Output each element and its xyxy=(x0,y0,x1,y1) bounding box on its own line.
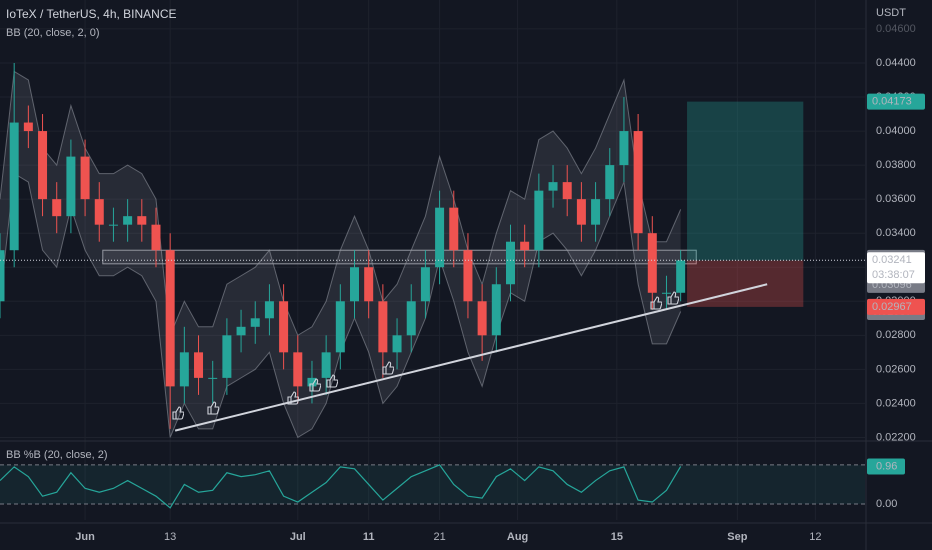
price-zone xyxy=(102,249,697,265)
countdown: 03:38:07 xyxy=(872,269,915,281)
last-price-bg xyxy=(867,252,925,284)
x-tick-label: 15 xyxy=(611,531,623,543)
x-tick-label: Jul xyxy=(290,531,306,543)
y-tick-label: 0.02800 xyxy=(876,329,916,341)
candle-body xyxy=(392,335,402,353)
price-axis: 0.022000.024000.026000.028000.030000.032… xyxy=(75,23,925,543)
chart-title: IoTeX / TetherUS, 4h, BINANCE xyxy=(6,7,177,21)
candle-body xyxy=(406,301,416,336)
candle-body xyxy=(250,318,260,327)
candle-body xyxy=(477,301,487,336)
percent-b-label: 0.96 xyxy=(876,460,897,472)
candle-body xyxy=(179,352,189,387)
candle-body xyxy=(420,267,430,302)
candle-body xyxy=(661,292,671,294)
target-label-bg xyxy=(867,93,925,110)
x-tick-label: 12 xyxy=(809,531,821,543)
x-tick-label: 13 xyxy=(164,531,176,543)
indicator-legend: BB (20, close, 2, 0) xyxy=(6,27,100,39)
candle-body xyxy=(80,156,90,200)
stop-label-bg xyxy=(867,298,925,315)
candle-body xyxy=(321,352,331,378)
stop-label: 0.02967 xyxy=(872,301,912,313)
candle-body xyxy=(335,301,345,353)
candle-body xyxy=(0,250,5,302)
candle-body xyxy=(165,250,175,387)
percent-b-label-bg xyxy=(867,458,905,475)
trendline xyxy=(174,283,768,432)
candle-body xyxy=(435,207,445,268)
candle-body xyxy=(520,241,530,251)
x-tick-label: Sep xyxy=(727,531,747,543)
candle-body xyxy=(279,301,289,353)
y-tick-label: 0.03800 xyxy=(876,159,916,171)
y-tick-label: 0.02400 xyxy=(876,397,916,409)
candle-body xyxy=(491,284,501,336)
candle-body xyxy=(151,224,161,251)
candle-body xyxy=(52,199,62,217)
indicator-legend: BB %B (20, close, 2) xyxy=(6,449,108,461)
candle-body xyxy=(307,377,317,387)
candle-body xyxy=(23,122,33,132)
plot-area xyxy=(0,0,865,520)
candle-body xyxy=(208,377,218,379)
candle-body xyxy=(194,352,204,378)
candle-body xyxy=(9,122,19,251)
candle-body xyxy=(378,301,388,353)
y-tick-label: 0.03600 xyxy=(876,193,916,205)
candle-body xyxy=(137,216,147,225)
candle-body xyxy=(647,233,657,293)
target-label: 0.04173 xyxy=(872,96,912,108)
target-zone xyxy=(687,101,804,261)
candle-body xyxy=(548,182,558,191)
candle-body xyxy=(123,216,133,225)
x-tick-label: 21 xyxy=(433,531,445,543)
candle-body xyxy=(38,131,48,200)
percent-b-band xyxy=(0,464,865,504)
y-tick-label: 0.04000 xyxy=(876,125,916,137)
candle-body xyxy=(94,199,104,225)
candle-body xyxy=(505,241,515,285)
candle-body xyxy=(463,250,473,302)
candle-body xyxy=(264,301,274,319)
x-tick-label: 11 xyxy=(363,531,375,543)
candle-body xyxy=(676,260,686,293)
currency-label: USDT xyxy=(876,7,906,19)
candle-body xyxy=(633,131,643,234)
candle-body xyxy=(350,267,360,302)
candle-body xyxy=(222,335,232,378)
x-tick-label: Jun xyxy=(75,531,95,543)
y-tick-label: 0.02600 xyxy=(876,363,916,375)
candle-body xyxy=(576,199,586,225)
y-tick-label: 0.04600 xyxy=(876,23,916,35)
candle-body xyxy=(534,190,544,251)
candle-body xyxy=(619,131,629,166)
candle-body xyxy=(236,326,246,336)
candle-body xyxy=(562,182,572,200)
candle-body xyxy=(66,156,76,217)
candle-body xyxy=(108,224,118,226)
percent-b-line xyxy=(0,464,682,509)
last-price-label: 0.03241 xyxy=(872,254,912,266)
x-tick-label: Aug xyxy=(507,531,528,543)
candle-body xyxy=(605,165,615,200)
y-tick-label: 0.02200 xyxy=(876,431,916,443)
y-tick-label: 0.04400 xyxy=(876,57,916,69)
candle-body xyxy=(449,207,459,251)
candle-body xyxy=(293,352,303,387)
candle-body xyxy=(364,267,374,302)
y-tick-label: 0.00 xyxy=(876,498,897,510)
candle-body xyxy=(591,199,601,225)
y-tick-label: 0.03400 xyxy=(876,227,916,239)
